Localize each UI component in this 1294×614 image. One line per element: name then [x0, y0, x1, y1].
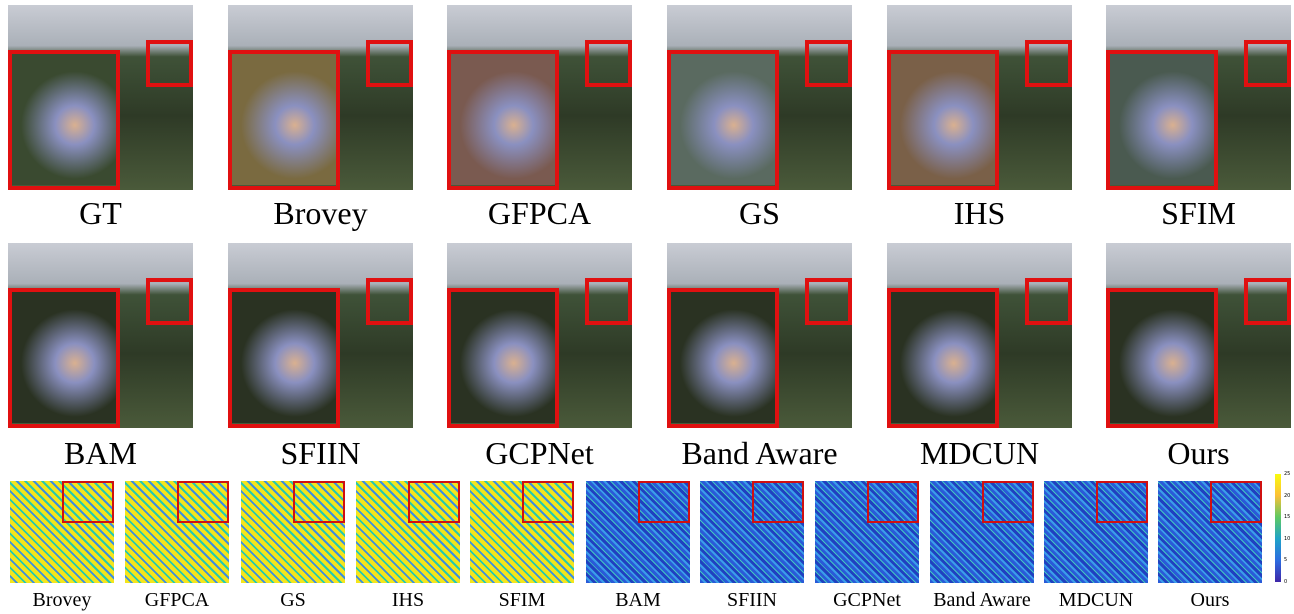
roi-box: [293, 481, 345, 523]
zoom-box: [8, 50, 120, 190]
zoom-box: [228, 288, 340, 428]
colorbar-tick: 10: [1284, 536, 1290, 542]
map-label: BAM: [576, 589, 700, 612]
colorbar-tick: 20: [1284, 493, 1290, 499]
roi-box: [805, 278, 852, 325]
image-label: GFPCA: [427, 195, 652, 232]
map-label: IHS: [346, 589, 470, 612]
map-label: Brovey: [0, 589, 124, 612]
roi-box: [585, 278, 632, 325]
zoom-box: [1106, 50, 1218, 190]
zoom-box: [228, 50, 340, 190]
image-label: GCPNet: [427, 435, 652, 472]
image-label: BAM: [0, 435, 213, 472]
image-label: SFIM: [1086, 195, 1294, 232]
roi-box: [1096, 481, 1148, 523]
colorbar-tick: 15: [1284, 514, 1290, 520]
roi-box: [867, 481, 919, 523]
map-label: SFIM: [460, 589, 584, 612]
image-label: Band Aware: [647, 435, 872, 472]
figure: GTBroveyGFPCAGSIHSSFIMBAMSFIINGCPNetBand…: [0, 0, 1294, 614]
colorbar-tick: 25: [1284, 471, 1290, 477]
roi-box: [805, 40, 852, 87]
zoom-box: [447, 50, 559, 190]
map-label: Band Aware: [920, 589, 1044, 612]
roi-box: [366, 40, 413, 87]
map-label: Ours: [1148, 589, 1272, 612]
roi-box: [1244, 278, 1291, 325]
map-label: GCPNet: [805, 589, 929, 612]
map-label: GFPCA: [115, 589, 239, 612]
roi-box: [1210, 481, 1262, 523]
colorbar-tick: 5: [1284, 557, 1287, 563]
roi-box: [1025, 40, 1072, 87]
roi-box: [752, 481, 804, 523]
colorbar-tick: 0: [1284, 579, 1287, 585]
roi-box: [522, 481, 574, 523]
zoom-box: [1106, 288, 1218, 428]
roi-box: [146, 278, 193, 325]
roi-box: [146, 40, 193, 87]
roi-box: [982, 481, 1034, 523]
map-label: SFIIN: [690, 589, 814, 612]
image-label: GS: [647, 195, 872, 232]
roi-box: [585, 40, 632, 87]
roi-box: [1244, 40, 1291, 87]
zoom-box: [667, 288, 779, 428]
roi-box: [366, 278, 413, 325]
image-label: SFIIN: [208, 435, 433, 472]
image-label: Brovey: [208, 195, 433, 232]
roi-box: [1025, 278, 1072, 325]
image-label: IHS: [867, 195, 1092, 232]
zoom-box: [8, 288, 120, 428]
roi-box: [408, 481, 460, 523]
image-label: Ours: [1086, 435, 1294, 472]
image-label: MDCUN: [867, 435, 1092, 472]
map-label: GS: [231, 589, 355, 612]
colorbar: [1275, 474, 1281, 582]
roi-box: [62, 481, 114, 523]
zoom-box: [887, 288, 999, 428]
map-label: MDCUN: [1034, 589, 1158, 612]
zoom-box: [887, 50, 999, 190]
roi-box: [638, 481, 690, 523]
zoom-box: [447, 288, 559, 428]
image-label: GT: [0, 195, 213, 232]
zoom-box: [667, 50, 779, 190]
roi-box: [177, 481, 229, 523]
